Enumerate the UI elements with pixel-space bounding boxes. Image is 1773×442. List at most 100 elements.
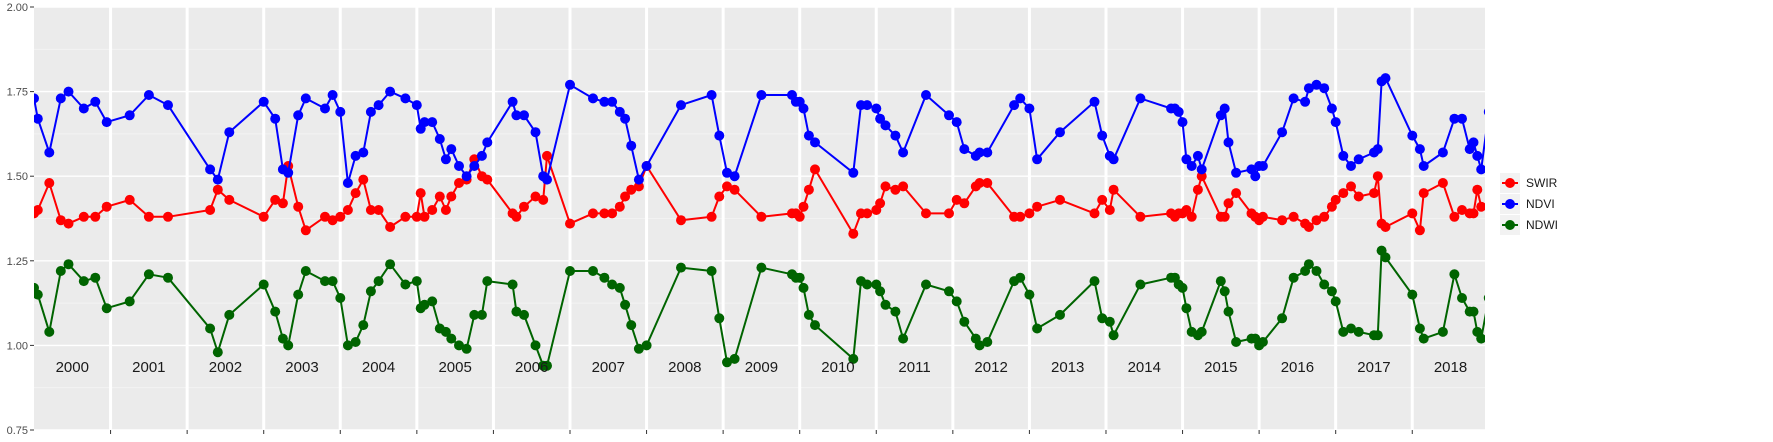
- data-point: [335, 293, 346, 303]
- year-label: 2012: [974, 359, 1007, 376]
- data-point: [519, 110, 529, 121]
- data-point: [320, 211, 330, 222]
- data-point: [1449, 269, 1460, 280]
- data-point: [350, 337, 361, 347]
- data-point: [143, 211, 154, 222]
- data-point: [385, 222, 396, 232]
- data-point: [1277, 215, 1288, 226]
- data-point: [1097, 130, 1108, 141]
- data-point: [1231, 167, 1242, 178]
- data-point: [756, 262, 767, 273]
- data-point: [212, 347, 223, 358]
- data-point: [1135, 279, 1146, 290]
- data-point: [803, 130, 814, 141]
- data-point: [1311, 266, 1322, 276]
- year-label: 2014: [1128, 359, 1161, 376]
- data-point: [446, 191, 457, 202]
- data-point: [1372, 171, 1383, 182]
- data-point: [482, 276, 493, 287]
- data-point: [620, 191, 631, 202]
- data-point: [1457, 113, 1467, 124]
- data-point: [848, 167, 859, 178]
- data-point: [1173, 106, 1184, 117]
- data-point: [614, 201, 625, 212]
- data-point: [293, 110, 304, 121]
- data-point: [44, 326, 55, 337]
- data-point: [1476, 164, 1485, 175]
- legend-label: NDVI: [1526, 197, 1555, 211]
- data-point: [974, 340, 985, 351]
- series-ndwi: [34, 245, 1485, 371]
- data-point: [565, 218, 575, 229]
- legend-label: NDWI: [1526, 218, 1558, 232]
- data-point: [440, 326, 451, 337]
- data-point: [1346, 181, 1356, 192]
- data-point: [1108, 184, 1119, 195]
- data-point: [871, 103, 882, 114]
- data-point: [542, 360, 552, 371]
- data-point: [538, 194, 549, 205]
- data-point: [959, 198, 970, 209]
- year-label: 2013: [1051, 359, 1084, 376]
- data-point: [599, 272, 610, 283]
- data-point: [944, 208, 954, 219]
- data-point: [633, 343, 644, 354]
- data-point: [875, 113, 886, 124]
- data-point: [300, 225, 311, 236]
- data-point: [342, 340, 353, 351]
- data-point: [1015, 211, 1026, 222]
- legend-marker: [1505, 178, 1515, 188]
- data-point: [335, 106, 346, 117]
- data-point: [951, 296, 962, 307]
- data-point: [620, 299, 631, 310]
- data-point: [530, 191, 541, 202]
- year-label: 2005: [438, 359, 471, 376]
- data-point: [365, 205, 376, 215]
- data-point: [848, 228, 859, 239]
- year-label: 2002: [209, 359, 242, 376]
- data-point: [78, 276, 89, 287]
- data-point: [614, 282, 625, 293]
- data-point: [1414, 225, 1425, 236]
- data-point: [1483, 108, 1485, 116]
- data-point: [1372, 330, 1383, 341]
- data-point: [1181, 205, 1192, 215]
- data-point: [400, 93, 411, 104]
- data-point: [419, 299, 430, 310]
- data-point: [1311, 215, 1322, 226]
- data-point: [588, 266, 598, 276]
- data-point: [427, 296, 438, 307]
- data-point: [794, 211, 805, 222]
- data-point: [1032, 323, 1043, 334]
- data-point: [676, 215, 686, 226]
- data-point: [1181, 154, 1192, 165]
- data-point: [1055, 194, 1065, 205]
- y-axis: 0.75 1.00 1.25 1.50 1.75 2.00: [7, 2, 1413, 437]
- y-tick-label: 1.00: [7, 340, 28, 352]
- data-point: [327, 90, 338, 100]
- data-point: [55, 266, 66, 276]
- data-point: [277, 333, 288, 344]
- data-point: [803, 309, 814, 320]
- series-ndvi: [34, 73, 1485, 188]
- data-point: [1104, 205, 1115, 215]
- data-point: [1223, 306, 1234, 317]
- data-point: [1186, 161, 1197, 171]
- data-point: [1024, 103, 1035, 114]
- data-point: [862, 100, 873, 111]
- data-point: [1219, 103, 1230, 114]
- data-point: [335, 211, 346, 222]
- data-point: [641, 161, 652, 171]
- y-tick-label: 2.00: [7, 2, 28, 14]
- data-point: [1192, 184, 1203, 195]
- data-point: [365, 286, 376, 297]
- data-point: [1009, 100, 1020, 111]
- data-point: [224, 127, 235, 138]
- data-point: [454, 161, 464, 171]
- data-point: [205, 323, 216, 334]
- data-point: [78, 211, 89, 222]
- data-point: [224, 309, 235, 320]
- data-point: [944, 110, 954, 121]
- data-point: [1353, 191, 1364, 202]
- data-point: [1181, 303, 1192, 314]
